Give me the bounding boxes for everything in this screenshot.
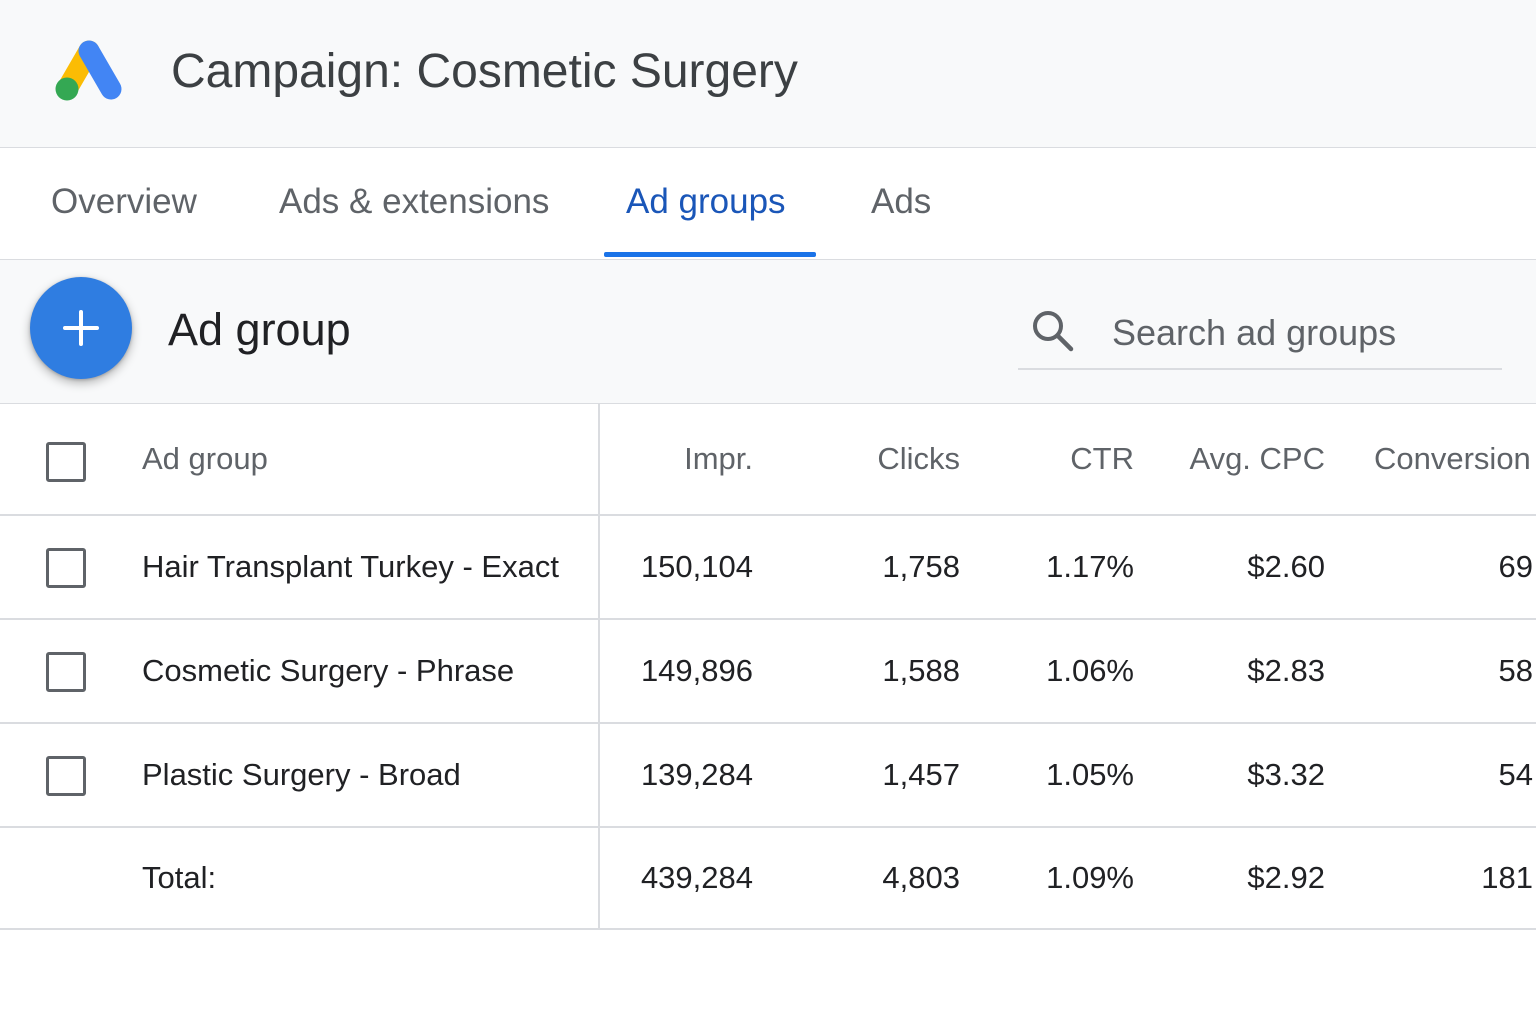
impr-value: 150,104 <box>640 549 753 584</box>
row-checkbox[interactable] <box>46 756 86 796</box>
google-ads-logo[interactable] <box>52 34 128 104</box>
column-header-ad-group[interactable]: Ad group <box>142 441 268 476</box>
total-avg-cpc-value: $2.92 <box>1247 860 1325 895</box>
active-tab-indicator <box>604 252 816 257</box>
search-icon[interactable] <box>1030 308 1076 354</box>
clicks-value: 1,457 <box>882 757 960 792</box>
total-label: Total: <box>142 860 217 895</box>
avg-cpc-value: $3.32 <box>1247 757 1325 792</box>
section-title: Ad group <box>168 304 351 355</box>
column-header-impr[interactable]: Impr. <box>684 441 753 476</box>
conversion-value: 58 <box>1498 653 1533 688</box>
conversion-value: 69 <box>1498 549 1533 584</box>
add-ad-group-button[interactable] <box>30 277 132 379</box>
row-checkbox[interactable] <box>46 652 86 692</box>
ad-group-name-link[interactable]: Hair Transplant Turkey - Exact <box>142 549 559 584</box>
plus-icon <box>63 310 99 346</box>
clicks-value: 1,588 <box>882 653 960 688</box>
avg-cpc-value: $2.83 <box>1247 653 1325 688</box>
column-header-ctr[interactable]: CTR <box>1070 441 1134 476</box>
impr-value: 149,896 <box>640 653 753 688</box>
column-header-clicks[interactable]: Clicks <box>877 441 960 476</box>
column-header-conversion[interactable]: Conversion <box>1374 441 1531 476</box>
column-divider <box>598 620 600 722</box>
ad-group-name-link[interactable]: Cosmetic Surgery - Phrase <box>142 653 515 688</box>
ctr-value: 1.17% <box>1046 549 1134 584</box>
tab-ad-groups[interactable]: Ad groups <box>626 182 786 221</box>
ad-groups-table: Ad group Impr. Clicks CTR Avg. CPC Conve… <box>0 404 1536 930</box>
avg-cpc-value: $2.60 <box>1247 549 1325 584</box>
column-divider <box>598 828 600 928</box>
ctr-value: 1.06% <box>1046 653 1134 688</box>
total-clicks-value: 4,803 <box>882 860 960 895</box>
ad-group-name-link[interactable]: Plastic Surgery - Broad <box>142 757 461 792</box>
column-divider <box>598 404 600 514</box>
clicks-value: 1,758 <box>882 549 960 584</box>
total-conversion-value: 181 <box>1481 860 1533 895</box>
table-row[interactable]: Hair Transplant Turkey - Exact 150,104 1… <box>0 516 1536 620</box>
search-input[interactable] <box>1112 306 1492 360</box>
column-divider <box>598 516 600 618</box>
row-checkbox[interactable] <box>46 548 86 588</box>
table-row[interactable]: Plastic Surgery - Broad 139,284 1,457 1.… <box>0 724 1536 828</box>
total-ctr-value: 1.09% <box>1046 860 1134 895</box>
page-title: Campaign: Cosmetic Surgery <box>171 45 798 98</box>
conversion-value: 54 <box>1498 757 1533 792</box>
ctr-value: 1.05% <box>1046 757 1134 792</box>
column-header-avg-cpc[interactable]: Avg. CPC <box>1189 441 1325 476</box>
table-total-row: Total: 439,284 4,803 1.09% $2.92 181 <box>0 828 1536 930</box>
total-impr-value: 439,284 <box>640 860 753 895</box>
app-header: Campaign: Cosmetic Surgery <box>0 0 1536 148</box>
table-row[interactable]: Cosmetic Surgery - Phrase 149,896 1,588 … <box>0 620 1536 724</box>
ad-group-toolbar: Ad group <box>0 260 1536 404</box>
tab-overview[interactable]: Overview <box>51 182 197 221</box>
column-divider <box>598 724 600 826</box>
search-box <box>1018 300 1502 370</box>
table-header-row: Ad group Impr. Clicks CTR Avg. CPC Conve… <box>0 404 1536 516</box>
tab-bar: Overview Ads & extensions Ad groups Ads <box>0 148 1536 260</box>
impr-value: 139,284 <box>640 757 753 792</box>
select-all-checkbox[interactable] <box>46 442 86 482</box>
tab-ads-extensions[interactable]: Ads & extensions <box>279 182 550 221</box>
tab-ads[interactable]: Ads <box>871 182 932 221</box>
